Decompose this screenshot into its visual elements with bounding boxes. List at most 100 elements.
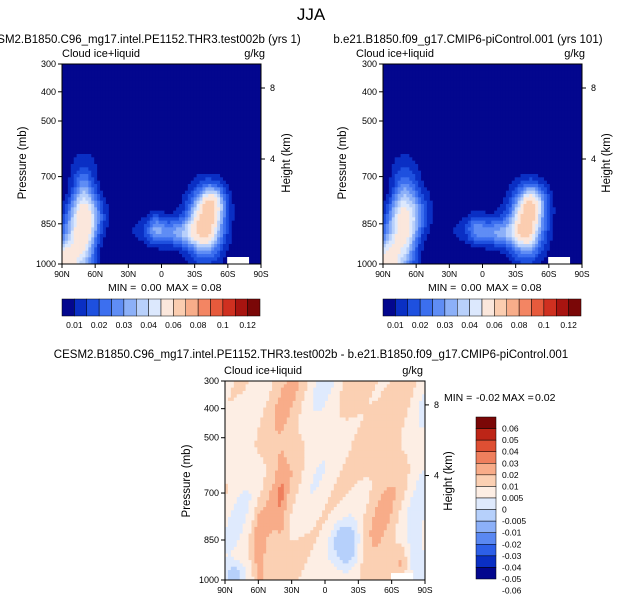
- contour-cell: [120, 127, 124, 132]
- contour-cell: [91, 217, 95, 222]
- contour-cell: [184, 104, 189, 108]
- contour-cell: [176, 150, 180, 155]
- contour-cell: [62, 244, 66, 248]
- contour-cell: [217, 97, 221, 102]
- contour-cell: [155, 204, 159, 208]
- contour-cell: [132, 67, 136, 72]
- contour-cell: [181, 207, 186, 212]
- contour-cell: [243, 210, 247, 215]
- contour-cell: [100, 137, 104, 142]
- contour-cell: [149, 180, 154, 185]
- contour-cell: [234, 210, 238, 215]
- contour-cell: [231, 127, 236, 132]
- contour-cell: [164, 204, 168, 208]
- contour-cell: [88, 260, 92, 265]
- contour-cell: [91, 84, 95, 88]
- contour-cell: [152, 94, 157, 98]
- contour-cell: [97, 247, 101, 252]
- contour-cell: [176, 204, 180, 208]
- contour-cell: [138, 247, 142, 252]
- contour-cell: [222, 120, 227, 125]
- contour-cell: [146, 220, 151, 225]
- contour-cell: [102, 74, 107, 78]
- contour-cell: [67, 190, 72, 195]
- contour-cell: [179, 260, 183, 265]
- contour-cell: [79, 250, 83, 255]
- contour-cell: [70, 244, 75, 248]
- contour-cell: [249, 64, 253, 68]
- contour-cell: [415, 97, 419, 102]
- contour-cell: [196, 254, 200, 258]
- contour-cell: [187, 234, 192, 238]
- contour-cell: [117, 117, 121, 122]
- contour-cell: [167, 224, 171, 228]
- contour-cell: [129, 250, 133, 255]
- contour-cell: [141, 174, 145, 178]
- contour-cell: [123, 87, 127, 92]
- contour-cell: [67, 200, 72, 205]
- contour-cell: [400, 87, 404, 92]
- contour-cell: [388, 77, 393, 82]
- contour-cell: [73, 194, 78, 198]
- contour-cell: [184, 67, 189, 72]
- contour-cell: [538, 94, 542, 98]
- contour-cell: [535, 74, 539, 78]
- contour-cell: [181, 247, 186, 252]
- contour-cell: [222, 240, 227, 245]
- contour-cell: [164, 167, 168, 172]
- contour-cell: [208, 147, 212, 152]
- contour-cell: [164, 147, 168, 152]
- contour-cell: [173, 120, 177, 125]
- contour-cell: [220, 140, 224, 145]
- contour-cell: [243, 240, 247, 245]
- contour-cell: [450, 84, 454, 88]
- contour-cell: [222, 247, 227, 252]
- contour-cell: [211, 160, 215, 165]
- contour-cell: [196, 140, 200, 145]
- contour-cell: [252, 160, 256, 165]
- contour-cell: [462, 84, 466, 88]
- contour-cell: [190, 227, 195, 232]
- contour-cell: [187, 240, 192, 245]
- contour-cell: [193, 184, 198, 188]
- contour-cell: [62, 217, 66, 222]
- contour-cell: [526, 97, 530, 102]
- contour-cell: [476, 84, 480, 88]
- contour-cell: [123, 84, 127, 88]
- contour-cell: [129, 120, 133, 125]
- contour-cell: [526, 74, 530, 78]
- contour-cell: [179, 214, 183, 218]
- contour-cell: [234, 230, 238, 235]
- contour-cell: [135, 207, 139, 212]
- contour-cell: [179, 177, 183, 182]
- contour-cell: [62, 190, 66, 195]
- contour-cell: [193, 124, 198, 128]
- contour-cell: [208, 227, 212, 232]
- contour-cell: [208, 157, 212, 162]
- contour-cell: [79, 177, 83, 182]
- contour-cell: [155, 110, 159, 115]
- contour-cell: [141, 184, 145, 188]
- contour-cell: [246, 97, 250, 102]
- contour-cell: [129, 247, 133, 252]
- contour-cell: [132, 94, 136, 98]
- contour-cell: [564, 97, 568, 102]
- contour-cell: [85, 194, 89, 198]
- contour-cell: [120, 260, 124, 265]
- contour-cell: [179, 140, 183, 145]
- contour-cell: [511, 64, 516, 68]
- contour-cell: [438, 100, 442, 105]
- contour-cell: [70, 160, 75, 165]
- contour-cell: [143, 127, 148, 132]
- contour-cell: [234, 214, 238, 218]
- contour-cell: [155, 130, 159, 135]
- contour-cell: [141, 224, 145, 228]
- contour-cell: [394, 104, 399, 108]
- contour-cell: [64, 227, 69, 232]
- contour-cell: [70, 187, 75, 192]
- contour-cell: [102, 234, 107, 238]
- contour-cell: [415, 67, 419, 72]
- contour-cell: [409, 84, 413, 88]
- contour-cell: [456, 90, 460, 95]
- contour-cell: [120, 197, 124, 202]
